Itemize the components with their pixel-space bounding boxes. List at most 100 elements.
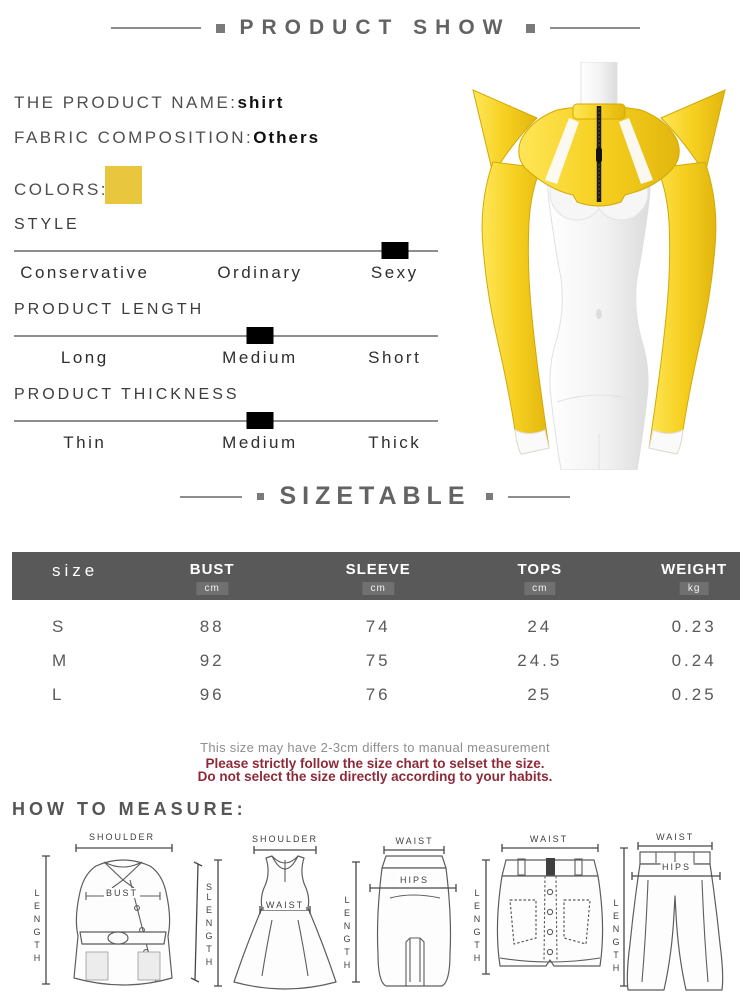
divider-line <box>549 27 640 29</box>
pencil-skirt-length-label: LENGTH <box>342 893 352 976</box>
cell-sleeve: 74 <box>365 617 391 636</box>
cell-bust: 96 <box>199 685 225 704</box>
cell-size: S <box>52 617 67 636</box>
dress-line-art <box>214 846 337 990</box>
cell-weight: 0.25 <box>671 685 717 704</box>
size-note-gray: This size may have 2-3cm differs to manu… <box>200 740 550 755</box>
cell-weight: 0.23 <box>671 617 717 636</box>
thickness-option-thick: Thick <box>368 433 422 452</box>
attribute-product-thickness: PRODUCT THICKNESS Thin Medium Thick <box>14 386 438 457</box>
style-scale-track <box>14 242 438 260</box>
length-selected-marker <box>246 327 274 344</box>
pencil-skirt-waist-label: WAIST <box>393 836 436 846</box>
attribute-style-label: STYLE <box>14 216 80 233</box>
length-scale-track <box>14 327 438 345</box>
thickness-selected-marker <box>246 412 274 429</box>
mini-skirt-length-label: LENGTH <box>472 886 482 969</box>
divider-line <box>180 495 243 498</box>
sizetable-title-text: SIZETABLE <box>279 482 471 510</box>
page-title: PRODUCT SHOW <box>239 16 511 39</box>
decorative-square <box>257 493 265 500</box>
decorative-square <box>485 493 493 500</box>
length-option-medium: Medium <box>222 348 298 367</box>
cell-bust: 92 <box>199 651 225 670</box>
unit-bust: cm <box>196 582 228 595</box>
table-row-size-l: L 96 76 25 0.25 <box>12 683 740 717</box>
zipper <box>596 106 602 202</box>
unit-sleeve: cm <box>362 582 394 595</box>
fabric-composition-line: FABRIC COMPOSITION:Others <box>14 128 320 148</box>
cell-tops: 24.5 <box>517 651 563 670</box>
measure-diagram-dress: SHOULDER LENGTH WAIST <box>204 834 366 998</box>
column-header-tops: TOPS <box>517 561 563 578</box>
length-option-short: Short <box>368 348 422 367</box>
product-photo-mannequin-yellow-jacket <box>452 61 746 471</box>
style-selected-marker <box>381 242 409 259</box>
column-header-bust: BUST <box>189 561 235 578</box>
mini-skirt-waist-label: WAIST <box>527 834 571 844</box>
cell-weight: 0.24 <box>671 651 717 670</box>
style-option-ordinary: Ordinary <box>217 263 303 282</box>
fabric-value: Others <box>253 128 321 147</box>
product-name-label: THE PRODUCT NAME: <box>14 93 238 112</box>
thickness-scale-track <box>14 412 438 430</box>
pants-line-art <box>620 842 724 991</box>
cell-size: M <box>52 651 70 670</box>
how-to-measure-title: HOW TO MEASURE: <box>12 799 247 819</box>
dress-waist-label: WAIST <box>263 899 307 910</box>
pencil-skirt-line-art <box>352 846 457 987</box>
measure-diagram-pencil-skirt: WAIST HIPS LENGTH <box>342 834 476 998</box>
measure-diagrams-row: SHOULDER LENGTH BUST SELEVE SHOULDER LEN… <box>0 832 750 998</box>
mini-skirt-line-art <box>482 844 604 975</box>
yellow-shrug-jacket <box>472 89 726 455</box>
sizetable-header: SIZETABLE <box>0 482 750 511</box>
size-table-header-row: size BUST SLEEVE TOPS WEIGHT cm cm cm kg <box>12 552 740 600</box>
thickness-option-medium: Medium <box>222 433 298 452</box>
attribute-style: STYLE Conservative Ordinary Sexy <box>14 216 438 287</box>
divider-line <box>110 27 201 29</box>
mannequin-illustration <box>472 61 726 471</box>
style-option-conservative: Conservative <box>20 263 150 282</box>
style-option-sexy: Sexy <box>370 263 419 282</box>
thickness-option-thin: Thin <box>63 433 107 452</box>
measure-diagram-mini-skirt: WAIST LENGTH <box>472 834 622 998</box>
product-name-line: THE PRODUCT NAME:shirt <box>14 93 284 113</box>
measure-diagram-jacket: SHOULDER LENGTH BUST SELEVE <box>32 832 214 998</box>
table-row-size-m: M 92 75 24.5 0.24 <box>12 649 740 683</box>
attribute-product-length: PRODUCT LENGTH Long Medium Short <box>14 301 438 372</box>
colors-label: COLORS: <box>14 180 109 199</box>
attribute-thickness-label: PRODUCT THICKNESS <box>14 386 240 403</box>
size-note-warning-2: Do not select the size directly accordin… <box>197 769 553 784</box>
scale-line <box>14 335 438 337</box>
jacket-length-label: LENGTH <box>32 886 42 969</box>
product-show-header: PRODUCT SHOW <box>0 16 750 40</box>
product-name-value: shirt <box>237 93 285 112</box>
unit-tops: cm <box>524 582 556 595</box>
cell-tops: 25 <box>527 685 553 704</box>
cell-sleeve: 75 <box>365 651 391 670</box>
jacket-shoulder-label: SHOULDER <box>86 832 158 842</box>
fabric-label: FABRIC COMPOSITION: <box>14 128 254 147</box>
scale-line <box>14 420 438 422</box>
cell-bust: 88 <box>199 617 225 636</box>
pencil-skirt-hips-label: HIPS <box>398 875 432 885</box>
divider-line <box>507 495 570 498</box>
decorative-square <box>215 23 225 33</box>
jacket-line-art <box>42 844 203 986</box>
size-table: size BUST SLEEVE TOPS WEIGHT cm cm cm kg… <box>12 552 740 717</box>
attribute-length-label: PRODUCT LENGTH <box>14 301 205 318</box>
decorative-square <box>525 23 535 33</box>
size-note-warning-1: Please strictly follow the size chart to… <box>205 756 545 771</box>
colors-line: COLORS: <box>14 180 108 200</box>
table-row-size-s: S 88 74 24 0.23 <box>12 615 740 649</box>
column-header-size: size <box>52 561 99 580</box>
dress-shoulder-label: SHOULDER <box>249 834 321 844</box>
length-option-long: Long <box>60 348 109 367</box>
pants-length-label: LENGTH <box>611 896 621 979</box>
color-swatch-yellow <box>105 166 142 204</box>
unit-weight: kg <box>679 582 709 595</box>
cell-sleeve: 76 <box>365 685 391 704</box>
jacket-bust-label: BUST <box>103 888 141 899</box>
pants-hips-label: HIPS <box>659 861 694 872</box>
